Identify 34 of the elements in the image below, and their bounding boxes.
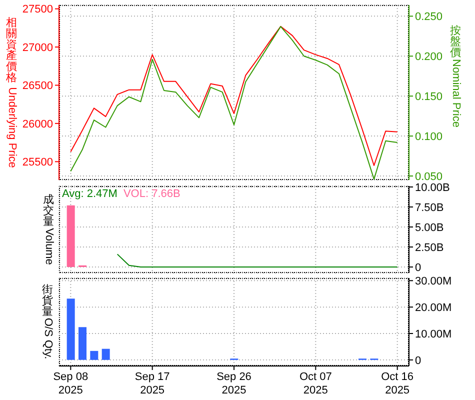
y2-tick-label: 0.150	[415, 91, 443, 103]
y-tick-label: 0	[415, 354, 422, 367]
y-axis-title: 相關資產價格 Underlying Price	[6, 16, 18, 168]
bar	[102, 348, 110, 360]
y-tick-label: 27000	[22, 42, 53, 54]
y-tick-label: 10.00B	[415, 182, 450, 194]
bar	[66, 298, 75, 360]
y-tick-label: 27500	[22, 4, 53, 16]
x-tick-label: Sep 26 2025	[216, 370, 252, 397]
y2-tick-label: 0.050	[415, 170, 443, 183]
y-axis-title: 街貨量O/S Qty.	[42, 284, 54, 360]
y-tick-label: 20.00M	[415, 302, 452, 314]
y2-tick-label: 0.250	[415, 11, 443, 24]
y2-axis-title: 按盤價Nominal Price	[450, 25, 462, 128]
bar	[78, 327, 86, 360]
y-tick-label: 10.00M	[415, 328, 452, 340]
y-tick-label: 25500	[22, 156, 53, 169]
y-tick-label: 2.50B	[415, 242, 444, 254]
text: VOL: 7.66B	[123, 188, 180, 200]
y-tick-label: 5.00B	[415, 222, 444, 234]
x-tick-label: Oct 07 2025	[299, 370, 332, 397]
y-tick-label: 30.00M	[415, 276, 452, 288]
x-tick-label: Sep 08 2025	[53, 370, 88, 397]
y-tick-label: 0	[415, 262, 422, 274]
y-tick-label: 26500	[22, 80, 53, 92]
x-tick-label: Sep 17 2025	[134, 370, 170, 397]
y2-tick-label: 0.100	[415, 130, 443, 143]
y2-tick-label: 0.200	[415, 51, 443, 64]
bar	[90, 350, 98, 360]
y-tick-label: 26000	[22, 118, 53, 130]
y-axis-title: 成交量Volume	[43, 194, 55, 264]
x-tick-label: Oct 16 2025	[381, 370, 414, 397]
text: Avg: 2.47M	[62, 188, 118, 200]
y-tick-label: 7.50B	[415, 202, 444, 214]
